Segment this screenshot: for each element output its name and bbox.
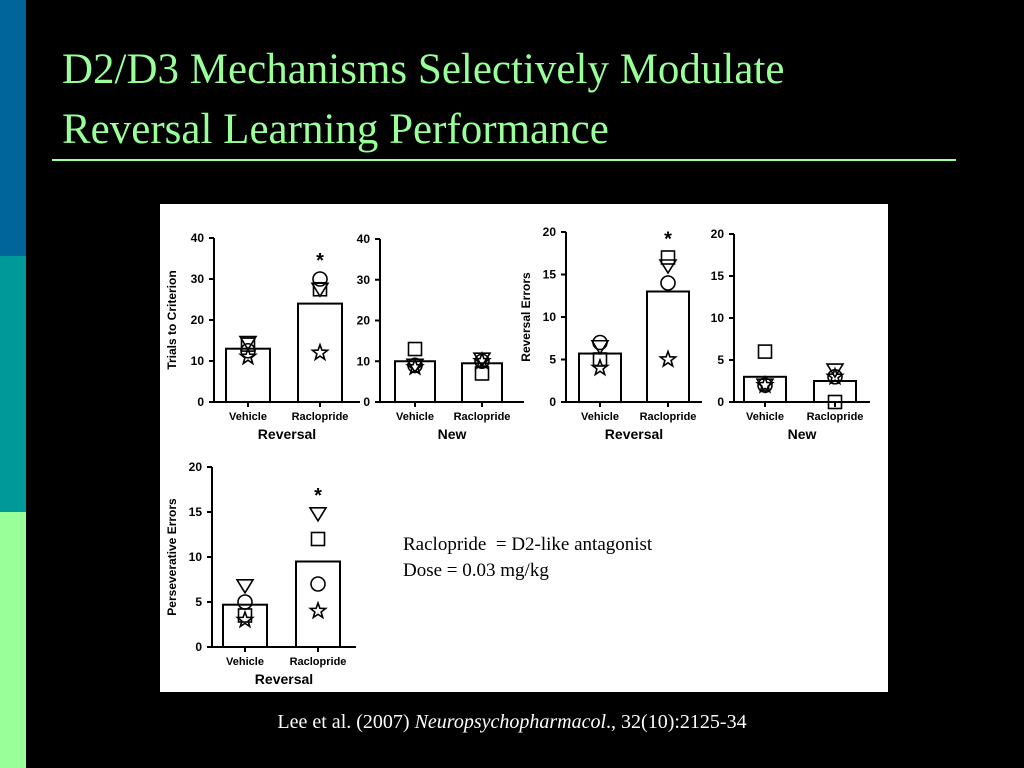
y-axis-label: Perseverative Errors <box>165 498 179 616</box>
annotation: Raclopride = D2-like antagonist Dose = 0.… <box>403 532 652 584</box>
point-square <box>310 531 326 547</box>
bar-raclopride <box>461 362 503 404</box>
y-tick-label: 40 <box>191 231 205 245</box>
point-star <box>235 609 255 629</box>
y-tick-label: 20 <box>191 313 205 327</box>
y-tick-label: 5 <box>195 595 202 609</box>
y-tick-label: 40 <box>357 232 371 246</box>
y-axis-label: Trials to Criterion <box>165 270 179 369</box>
significance-marker: * <box>314 485 322 507</box>
citation: Lee et al. (2007) Neuropsychopharmacol.,… <box>0 711 1024 734</box>
bar-raclopride <box>646 290 690 403</box>
annotation-line-2: Dose = 0.03 mg/kg <box>403 560 549 581</box>
citation-suffix: ., 32(10):2125-34 <box>606 711 747 733</box>
point-circle <box>592 334 608 351</box>
x-tick-label: Vehicle <box>396 411 434 423</box>
bar-vehicle <box>222 603 268 649</box>
x-axis-label: New <box>438 426 467 442</box>
y-tick-label: 20 <box>357 314 371 328</box>
bar-vehicle <box>394 360 436 403</box>
point-circle <box>660 275 676 291</box>
point-circle <box>312 271 328 287</box>
point-star <box>308 600 328 620</box>
y-tick-label: 30 <box>191 272 205 286</box>
point-star <box>590 357 610 377</box>
point-square <box>474 366 490 381</box>
y-tick-label: 0 <box>363 395 370 409</box>
y-tick-label: 10 <box>357 354 371 368</box>
slide-title: D2/D3 Mechanisms Selectively Modulate Re… <box>62 40 962 160</box>
point-triangle <box>310 282 330 298</box>
point-square <box>592 352 608 367</box>
point-square <box>660 250 676 265</box>
bar-vehicle <box>225 347 271 403</box>
slide-title-line-1: D2/D3 Mechanisms Selectively Modulate <box>62 46 785 93</box>
citation-prefix: Lee et al. (2007) <box>277 711 415 733</box>
point-triangle <box>658 259 678 275</box>
point-star <box>405 357 425 376</box>
y-tick-label: 15 <box>189 505 203 519</box>
bar-raclopride <box>297 302 343 403</box>
point-star <box>472 350 492 370</box>
y-tick-label: 10 <box>191 354 205 368</box>
title-underline <box>52 159 956 161</box>
y-tick-label: 15 <box>543 268 557 282</box>
y-tick-label: 30 <box>357 273 371 287</box>
point-square <box>757 344 773 359</box>
y-tick-label: 5 <box>549 353 556 367</box>
sidebar-stripe-middle <box>0 256 26 512</box>
x-tick-label: Raclopride <box>807 411 864 423</box>
annotation-line-1: Raclopride = D2-like antagonist <box>403 534 653 555</box>
x-tick-label: Vehicle <box>746 411 784 423</box>
bar-charts: 0 10 20 30 40 Trials to Criterion Vehicle Raclo… <box>165 225 870 687</box>
significance-marker: * <box>664 229 672 251</box>
sidebar-stripe-bottom <box>0 512 26 768</box>
y-tick-label: 0 <box>197 395 204 409</box>
point-square <box>237 608 253 623</box>
point-circle <box>240 342 256 359</box>
y-axis-label: Reversal Errors <box>519 272 533 362</box>
x-tick-label: Vehicle <box>229 411 267 423</box>
point-triangle <box>238 335 258 352</box>
figure-panel: 0 10 20 30 40 Trials to Criterion Vehicle Raclo… <box>160 204 888 692</box>
y-tick-label: 5 <box>717 353 724 367</box>
citation-journal: Neuropsychopharmacol <box>414 711 607 733</box>
significance-marker: * <box>316 250 324 272</box>
point-star <box>310 342 330 362</box>
slide-title-line-2: Reversal Learning Performance <box>62 106 609 153</box>
x-axis-label: Reversal <box>605 426 663 442</box>
y-tick-label: 10 <box>189 550 203 564</box>
x-axis-label: Reversal <box>255 671 313 687</box>
y-tick-label: 20 <box>711 227 725 241</box>
x-tick-label: Raclopride <box>292 411 349 423</box>
point-square <box>407 341 423 357</box>
sidebar-stripe-top <box>0 0 26 256</box>
x-tick-label: Raclopride <box>290 656 347 668</box>
point-triangle <box>308 506 328 523</box>
x-axis-label: New <box>788 426 817 442</box>
y-tick-label: 0 <box>195 640 202 654</box>
x-tick-label: Vehicle <box>581 411 619 423</box>
x-axis-label: Reversal <box>258 426 316 442</box>
x-tick-label: Raclopride <box>640 411 697 423</box>
point-star <box>825 366 845 386</box>
point-triangle <box>235 578 255 595</box>
y-tick-label: 15 <box>711 269 725 283</box>
y-tick-label: 20 <box>543 225 557 239</box>
point-star <box>755 374 775 394</box>
y-tick-label: 10 <box>543 310 557 324</box>
point-star <box>658 349 678 368</box>
point-triangle <box>590 339 610 356</box>
x-tick-label: Vehicle <box>226 656 264 668</box>
y-tick-label: 0 <box>717 395 724 409</box>
point-star <box>238 346 258 366</box>
y-tick-label: 20 <box>189 460 203 474</box>
y-tick-label: 10 <box>711 311 725 325</box>
point-circle <box>310 576 326 592</box>
point-square <box>827 394 843 410</box>
y-tick-label: 0 <box>549 395 556 409</box>
x-tick-label: Raclopride <box>454 411 511 423</box>
